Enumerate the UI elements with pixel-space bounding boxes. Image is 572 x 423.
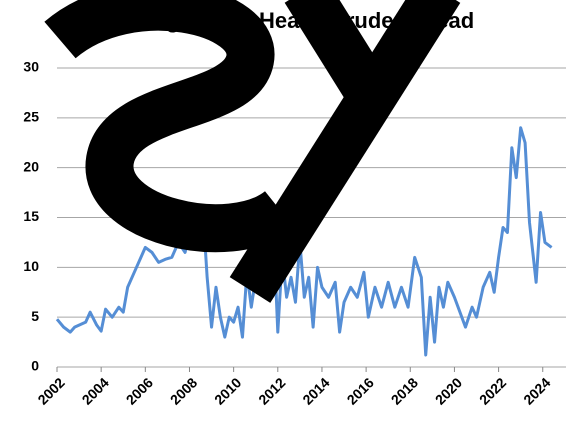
y-tick-label: 5 [31,308,39,324]
overlay-y-stem [229,0,461,303]
x-tick-label: 2020 [432,374,465,407]
y-tick-label: 25 [23,109,39,125]
x-tick-label: 2006 [123,374,156,407]
x-tick-label: 2012 [255,374,288,407]
x-tick-label: 2002 [34,374,67,407]
x-tick-label: 2014 [299,374,332,407]
y-tick-label: 0 [31,358,39,374]
x-tick-label: 2016 [344,374,377,407]
y-tick-label: 10 [23,258,39,274]
x-tick-label: 2018 [388,374,421,407]
x-tick-label: 2004 [79,374,112,407]
line-series [55,126,553,357]
x-tick-label: 2008 [167,374,200,407]
x-tick-label: 2010 [211,374,244,407]
overlay [44,0,461,303]
x-tick-label: 2022 [476,374,509,407]
y-tick-label: 15 [23,208,39,224]
y-tick-label: 30 [23,59,39,75]
overlay-s [44,0,295,253]
x-tick-label: 2024 [520,374,553,407]
y-tick-label: 20 [23,158,39,174]
